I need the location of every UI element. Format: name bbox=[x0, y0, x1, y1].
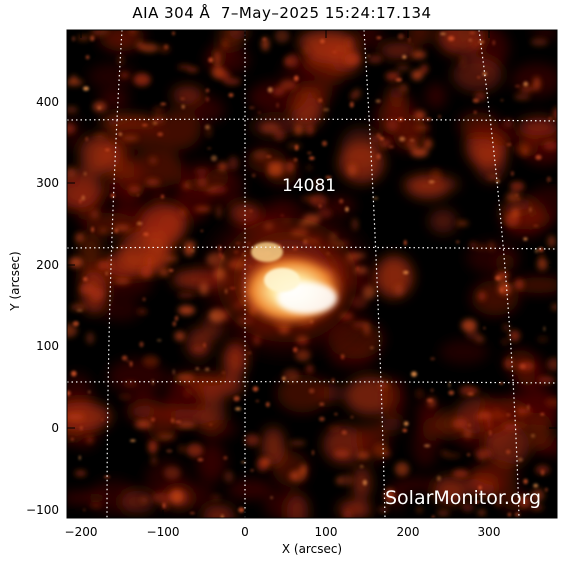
figure-title: AIA 304 Å 7–May–2025 15:24:17.134 bbox=[132, 4, 432, 22]
longitude-line bbox=[478, 30, 520, 518]
y-tick-label: 300 bbox=[36, 176, 59, 190]
x-tick-label: 300 bbox=[477, 525, 501, 539]
active-region-label: 14081 bbox=[282, 176, 337, 196]
y-tick-label: 0 bbox=[51, 421, 59, 435]
y-tick-label: −100 bbox=[26, 503, 59, 517]
y-tick-marks bbox=[67, 101, 557, 511]
x-tick-label: 0 bbox=[241, 525, 249, 539]
y-tick-label: 100 bbox=[36, 339, 59, 353]
y-tick-label: 200 bbox=[36, 258, 59, 272]
solar-image-panel bbox=[67, 30, 557, 518]
y-tick-label: 400 bbox=[36, 95, 59, 109]
x-tick-label: 100 bbox=[314, 525, 338, 539]
longitude-line bbox=[363, 30, 386, 518]
solarmonitor-watermark: SolarMonitor.org bbox=[385, 487, 542, 509]
x-tick-label: −100 bbox=[146, 525, 180, 539]
x-axis-label: X (arcsec) bbox=[281, 542, 343, 556]
longitude-line bbox=[106, 30, 123, 518]
x-tick-label: 200 bbox=[396, 525, 420, 539]
x-tick-label: −200 bbox=[64, 525, 98, 539]
heliographic-grid bbox=[67, 30, 557, 518]
y-axis-label: Y (arcsec) bbox=[8, 251, 22, 311]
x-tick-marks bbox=[80, 30, 490, 518]
solar-emission-image bbox=[67, 30, 557, 518]
active-region-core bbox=[192, 195, 382, 365]
